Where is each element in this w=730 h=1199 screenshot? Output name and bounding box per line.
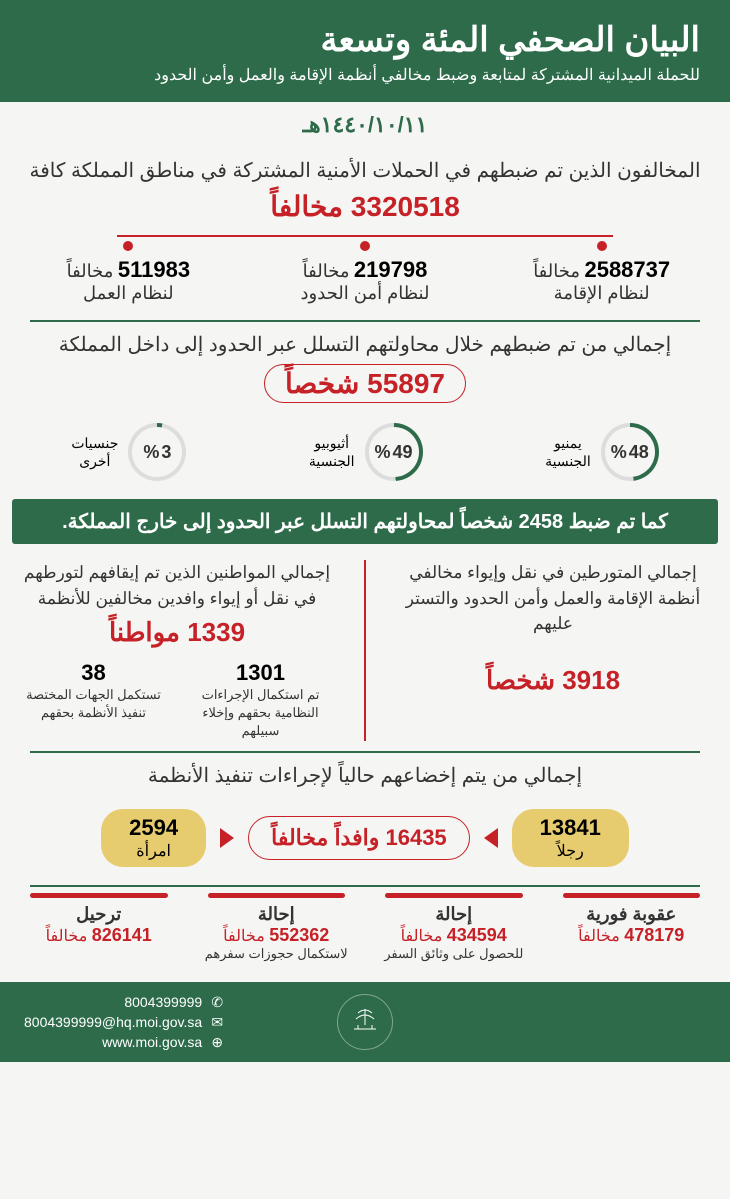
header: البيان الصحفي المئة وتسعة للحملة الميدان… <box>0 0 730 102</box>
subtitle: للحملة الميدانية المشتركة لمتابعة وضبط م… <box>30 64 700 88</box>
stat-value: 2588737 <box>584 257 670 282</box>
total-value: 3320518 مخالفاً <box>20 190 710 223</box>
action-col: عقوبة فورية 478179 مخالفاً <box>543 893 721 963</box>
percent-item: 49% أثيوبيو الجنسية <box>309 423 423 481</box>
percent-ring: 48% <box>601 423 659 481</box>
total-value: 55897 شخصاً <box>264 364 466 403</box>
emblem-icon <box>337 994 393 1050</box>
sub-desc: تستكمل الجهات المختصة تنفيذ الأنظمة بحقه… <box>20 686 167 722</box>
percent-item: 48% يمنيو الجنسية <box>545 423 659 481</box>
border-crossing-section: إجمالي من تم ضبطهم خلال محاولتهم التسلل … <box>0 322 730 411</box>
actions-row: عقوبة فورية 478179 مخالفاً إحالة 434594 … <box>0 887 730 983</box>
arrow-icon <box>220 828 234 848</box>
breakdown-row: 2588737 مخالفاً لنظام الإقامة 219798 مخا… <box>0 231 730 320</box>
stat-label: لنظام الإقامة <box>483 283 720 304</box>
stat-value: 219798 <box>354 257 427 282</box>
phone-icon: ✆ <box>210 995 224 1009</box>
action-col: ترحيل 826141 مخالفاً <box>10 893 188 963</box>
action-col: إحالة 434594 مخالفاً للحصول على وثائق ال… <box>365 893 543 963</box>
sub-desc: تم استكمال الإجراءات النظامية بحقهم وإخل… <box>187 686 334 741</box>
outbound-banner: كما تم ضبط 2458 شخصاً لمحاولتهم التسلل ع… <box>12 499 718 544</box>
percent-ring: 3% <box>128 423 186 481</box>
nationality-percentages: 48% يمنيو الجنسية 49% أثيوبيو الجنسية 3%… <box>0 411 730 493</box>
section-title: إجمالي من تم ضبطهم خلال محاولتهم التسلل … <box>20 330 710 360</box>
date: ١٤٤٠/١٠/١١هـ <box>0 102 730 148</box>
men-pill: 13841 رجلاً <box>512 809 629 867</box>
dot-icon <box>360 241 370 251</box>
divider <box>364 560 366 741</box>
stat-value: 511983 <box>118 257 190 282</box>
arrow-icon <box>484 828 498 848</box>
section-title: المخالفون الذين تم ضبطهم في الحملات الأم… <box>20 156 710 186</box>
sub-value: 1301 <box>187 660 334 686</box>
percent-label: أثيوبيو الجنسية <box>309 434 355 470</box>
women-pill: 2594 امرأة <box>101 809 206 867</box>
processing-section: إجمالي من يتم إخضاعهم حالياً لإجراءات تن… <box>0 753 730 799</box>
stat-label: لنظام العمل <box>10 283 247 304</box>
percent-ring: 49% <box>365 423 423 481</box>
dot-icon <box>597 241 607 251</box>
action-col: إحالة 552362 مخالفاً لاستكمال حجوزات سفر… <box>188 893 366 963</box>
col-title: إجمالي المتورطين في نقل وإيواء مخالفي أن… <box>396 560 710 637</box>
gender-breakdown: 13841 رجلاً 16435 وافداً مخالفاً 2594 ام… <box>0 799 730 885</box>
footer: ✆8004399999 ✉8004399999@hq.moi.gov.sa ⊕w… <box>0 982 730 1062</box>
percent-label: يمنيو الجنسية <box>545 434 591 470</box>
center-total: 16435 وافداً مخالفاً <box>248 816 470 860</box>
section-title: إجمالي من يتم إخضاعهم حالياً لإجراءات تن… <box>20 761 710 791</box>
main-title: البيان الصحفي المئة وتسعة <box>30 20 700 60</box>
col-value: 1339 مواطناً <box>20 617 334 648</box>
col-value: 3918 شخصاً <box>396 665 710 696</box>
stat-label: لنظام أمن الحدود <box>247 283 484 304</box>
sub-value: 38 <box>20 660 167 686</box>
involved-section: إجمالي المتورطين في نقل وإيواء مخالفي أن… <box>0 550 730 751</box>
violations-total-section: المخالفون الذين تم ضبطهم في الحملات الأم… <box>0 148 730 231</box>
col-title: إجمالي المواطنين الذين تم إيقافهم لتورطه… <box>20 560 334 611</box>
globe-icon: ⊕ <box>210 1035 224 1049</box>
percent-item: 3% جنسيات أخرى <box>71 423 186 481</box>
footer-contact-right: 8004399999✆ 8004399999@hq.moi.gov.sa✉ ww… <box>24 994 224 1050</box>
percent-label: جنسيات أخرى <box>71 434 118 470</box>
dot-icon <box>123 241 133 251</box>
email-icon: ✉ <box>210 1015 224 1029</box>
